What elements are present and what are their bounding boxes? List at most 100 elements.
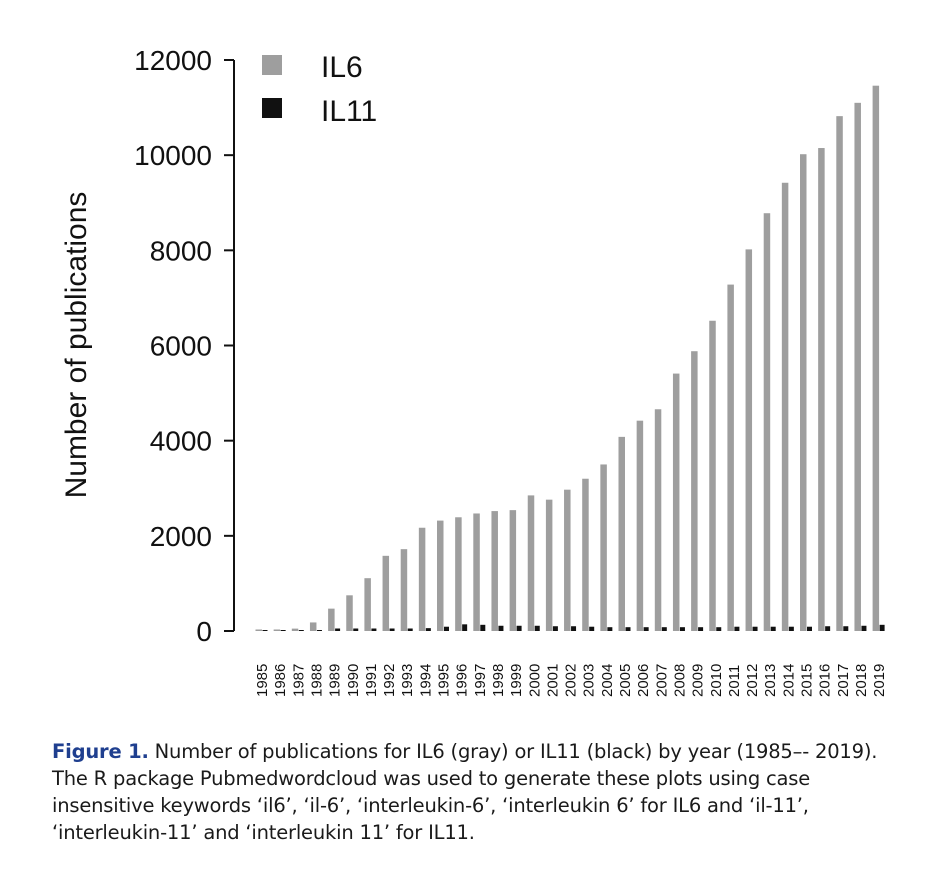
x-tick-label-1993: 1993 bbox=[399, 664, 416, 697]
y-tick-label: 10000 bbox=[134, 140, 212, 171]
bar-il6-1999 bbox=[509, 510, 517, 631]
y-axis-label: Number of publications bbox=[60, 192, 93, 499]
bar-il6-1990 bbox=[346, 595, 353, 631]
y-tick-label: 8000 bbox=[150, 235, 212, 266]
bar-il6-2017 bbox=[836, 116, 843, 632]
x-tick-label-1998: 1998 bbox=[490, 664, 507, 697]
bar-il11-1998 bbox=[498, 625, 504, 631]
bar-il11-2003 bbox=[589, 626, 595, 631]
bar-il11-1994 bbox=[425, 628, 431, 631]
bar-il11-1989 bbox=[335, 628, 341, 631]
x-tick-label-1990: 1990 bbox=[345, 664, 362, 697]
bar-il6-2012 bbox=[745, 249, 753, 632]
bar-il11-1990 bbox=[353, 628, 359, 631]
bar-il11-1985 bbox=[262, 630, 268, 631]
x-tick-label-1997: 1997 bbox=[472, 664, 489, 697]
bar-il11-2007 bbox=[661, 627, 667, 631]
x-tick-label-1992: 1992 bbox=[381, 664, 398, 697]
bar-il6-2007 bbox=[654, 409, 662, 631]
x-tick-label-2007: 2007 bbox=[653, 664, 670, 697]
bar-il11-2015 bbox=[807, 626, 812, 631]
bar-il6-2005 bbox=[618, 436, 625, 631]
x-tick-label-1989: 1989 bbox=[327, 664, 344, 697]
x-tick-label-1986: 1986 bbox=[272, 664, 289, 697]
y-tick-label: 12000 bbox=[134, 45, 212, 76]
x-tick-label-2009: 2009 bbox=[690, 664, 707, 697]
bar-il11-1995 bbox=[444, 626, 449, 631]
x-tick-label-2003: 2003 bbox=[581, 664, 598, 697]
x-tick-label-1991: 1991 bbox=[363, 664, 380, 697]
bar-il11-1987 bbox=[298, 630, 304, 631]
bar-il11-2017 bbox=[843, 626, 849, 631]
bar-il11-2005 bbox=[625, 627, 631, 631]
x-tick-label-2006: 2006 bbox=[635, 664, 652, 697]
bar-il6-1995 bbox=[437, 520, 444, 631]
bar-il11-2018 bbox=[861, 625, 867, 631]
x-tick-label-1999: 1999 bbox=[508, 664, 525, 697]
il11-bars bbox=[262, 624, 885, 631]
bar-il11-2008 bbox=[679, 627, 685, 631]
bar-il6-2018 bbox=[854, 102, 861, 631]
bar-il11-1991 bbox=[371, 628, 377, 631]
bar-il6-2002 bbox=[564, 489, 571, 631]
bar-il6-2001 bbox=[545, 499, 553, 631]
bar-il11-2014 bbox=[788, 626, 794, 631]
bar-il6-2009 bbox=[691, 351, 698, 631]
x-tick-label-1987: 1987 bbox=[290, 664, 307, 697]
y-tick-label: 6000 bbox=[150, 331, 212, 362]
bar-il6-1997 bbox=[473, 513, 480, 631]
bar-il11-2019 bbox=[879, 624, 885, 631]
bar-il6-2008 bbox=[672, 373, 680, 631]
il6-bars bbox=[255, 85, 880, 632]
bar-il11-1992 bbox=[389, 628, 395, 631]
legend-label-il11: IL11 bbox=[321, 95, 377, 128]
bar-il11-2013 bbox=[770, 626, 776, 631]
y-axis-ticks: 0 2000 4000 6000 8000 10000 12000 bbox=[134, 45, 234, 647]
x-tick-label-2015: 2015 bbox=[799, 664, 816, 697]
bar-il6-1988 bbox=[309, 622, 317, 631]
y-tick-label: 0 bbox=[196, 616, 212, 647]
x-tick-label-2019: 2019 bbox=[871, 664, 888, 697]
x-tick-label-2014: 2014 bbox=[780, 664, 797, 697]
bar-il11-1988 bbox=[316, 630, 322, 631]
bar-il11-1997 bbox=[480, 624, 486, 631]
bar-il11-2009 bbox=[698, 627, 704, 631]
x-tick-label-1988: 1988 bbox=[308, 664, 325, 697]
x-tick-label-2011: 2011 bbox=[726, 665, 743, 697]
x-tick-label-2001: 2001 bbox=[544, 664, 561, 697]
bar-il11-2000 bbox=[534, 625, 540, 631]
bar-il6-2013 bbox=[763, 213, 771, 632]
x-axis-ticks: 1985 1986 1987 1988 1989 1990 1991 1992 1993 1994… bbox=[254, 664, 888, 697]
x-tick-label-2008: 2008 bbox=[671, 664, 688, 697]
legend-swatch-il6 bbox=[262, 55, 282, 75]
x-tick-label-2012: 2012 bbox=[744, 664, 761, 697]
bar-il11-2016 bbox=[825, 626, 831, 631]
bar-il11-2006 bbox=[643, 627, 649, 631]
y-tick-label: 4000 bbox=[150, 426, 212, 457]
bar-il11-1986 bbox=[280, 630, 286, 631]
bar-il6-1986 bbox=[273, 629, 281, 631]
x-tick-label-2005: 2005 bbox=[617, 664, 634, 697]
bar-il6-2010 bbox=[709, 320, 716, 631]
bar-il6-1991 bbox=[364, 578, 371, 631]
bar-il6-1993 bbox=[400, 549, 408, 631]
figure-caption: Figure 1. Number of publications for IL6… bbox=[52, 738, 902, 846]
x-tick-label-2002: 2002 bbox=[563, 664, 580, 697]
bar-il6-1998 bbox=[491, 511, 498, 631]
x-tick-label-2010: 2010 bbox=[708, 664, 725, 697]
bar-il6-2006 bbox=[636, 420, 644, 631]
bar-il6-1987 bbox=[291, 628, 299, 631]
bar-il6-1996 bbox=[455, 517, 462, 631]
bar-il6-2000 bbox=[527, 495, 535, 631]
x-tick-label-2016: 2016 bbox=[817, 664, 834, 697]
bar-il11-2012 bbox=[752, 626, 758, 631]
bar-il6-2019 bbox=[872, 85, 880, 631]
bar-il11-2004 bbox=[607, 627, 613, 631]
y-tick-label: 2000 bbox=[150, 521, 212, 552]
bar-chart: Number of publications 0 2000 4000 6000 8000… bbox=[60, 45, 888, 697]
bar-il11-2002 bbox=[571, 626, 577, 631]
x-tick-label-1985: 1985 bbox=[254, 664, 271, 697]
bar-il11-2011 bbox=[734, 626, 740, 631]
x-tick-label-1994: 1994 bbox=[417, 664, 434, 697]
bar-il11-1993 bbox=[407, 628, 413, 631]
